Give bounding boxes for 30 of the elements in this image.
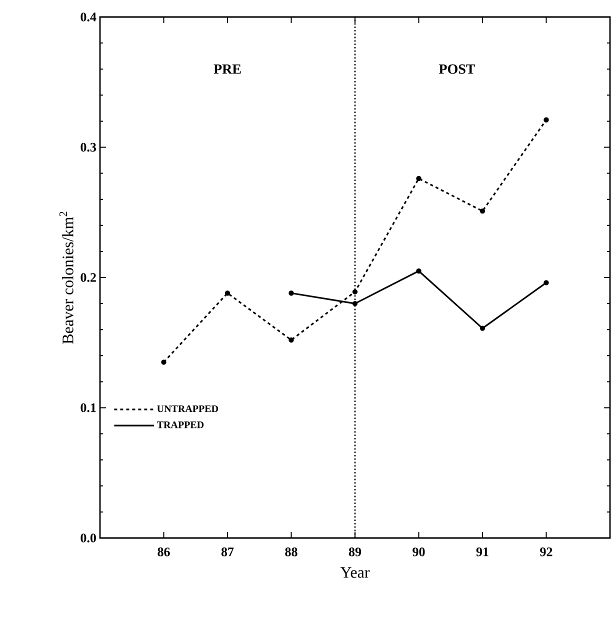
x-tick-label: 92 bbox=[540, 548, 552, 556]
annotation: POST bbox=[438, 64, 476, 74]
y-tick-label: 0.4 bbox=[80, 12, 96, 22]
point bbox=[224, 290, 230, 296]
point bbox=[480, 326, 486, 331]
point bbox=[161, 360, 166, 365]
point bbox=[288, 337, 294, 343]
point bbox=[352, 289, 358, 294]
point bbox=[480, 208, 486, 214]
legend-label: TRAPPED bbox=[156, 422, 204, 428]
point bbox=[544, 280, 549, 286]
point bbox=[288, 290, 294, 296]
point bbox=[544, 117, 549, 122]
y-tick-label: 0.2 bbox=[80, 273, 96, 282]
y-tick-label: 0.1 bbox=[80, 403, 96, 412]
point bbox=[416, 176, 422, 182]
x-tick-label: 87 bbox=[221, 548, 234, 556]
y-tick-label: 0.3 bbox=[80, 142, 96, 152]
point bbox=[416, 268, 422, 274]
annotation: PRE bbox=[214, 64, 241, 74]
x-tick-label: 88 bbox=[285, 548, 298, 556]
legend-label: UNTRAPPED bbox=[157, 405, 218, 412]
x-tick-label: 89 bbox=[348, 548, 362, 556]
y-axis-title: Beaver colonies/km$^{2}$ bbox=[60, 212, 74, 344]
x-tick-label: 86 bbox=[158, 548, 170, 556]
x-tick-label: 90 bbox=[412, 548, 425, 556]
x-axis-title: Year bbox=[340, 567, 370, 578]
y-tick-label: 0.0 bbox=[80, 534, 96, 542]
x-tick-label: 91 bbox=[476, 548, 488, 556]
point bbox=[352, 300, 358, 306]
